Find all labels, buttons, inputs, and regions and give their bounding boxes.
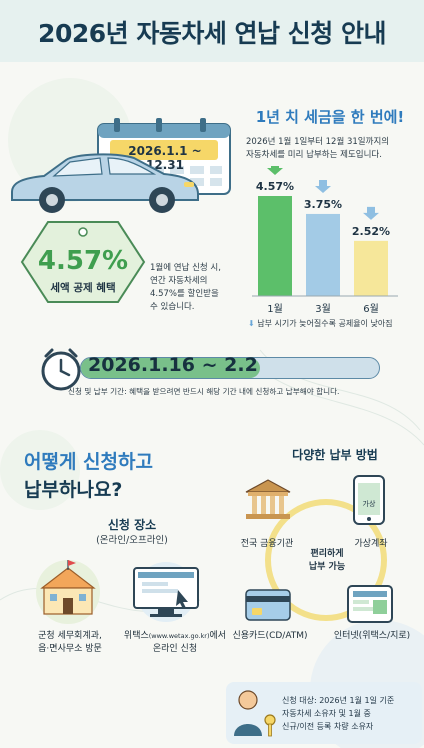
header-band xyxy=(0,0,424,62)
method-card: 신용카드(CD/ATM) xyxy=(232,631,308,641)
method-internet: 인터넷(위택스/지로) xyxy=(333,631,411,641)
place-online: 위택스(www.wetax.go.kr)에서 온라인 신청 xyxy=(123,631,227,654)
period-dates: 2026.1.16 ~ 2.2 xyxy=(88,354,258,376)
place-title: 신청 장소 xyxy=(107,518,157,532)
target-text: 신청 대상: 2026년 1월 1일 기준 자동차세 소유자 및 1월 중 신규… xyxy=(282,696,395,731)
period-bar-fill xyxy=(81,358,260,378)
bar-3월 xyxy=(306,213,340,296)
discount-tag-icon xyxy=(20,221,146,303)
bar-1월 xyxy=(258,196,292,296)
tablet-icon xyxy=(347,585,393,623)
method-virtual-account: 가상계좌 xyxy=(354,539,388,549)
period-bar xyxy=(80,357,380,379)
clock-icon xyxy=(41,348,81,391)
phone-icon xyxy=(353,475,385,525)
tag-rate: 4.57% xyxy=(37,246,129,276)
tag-label: 세액 공제 혜택 xyxy=(50,282,116,294)
online-monitor-icon xyxy=(133,562,199,622)
bar-6월 xyxy=(354,240,388,296)
tag-description: 1월에 연납 신청 시, 연간 자동차세의 4.57%를 할인받을 수 있습니다… xyxy=(150,263,221,312)
chart-description: 2026년 1월 1일부터 12월 31일까지의 자동차세를 미리 납부하는 제… xyxy=(246,137,390,160)
method-bank: 전국 금융기관 xyxy=(240,539,294,549)
period-note: 신청 및 납부 기간: 혜택을 받으려면 반드시 해당 기간 내에 신청하고 납… xyxy=(68,387,340,396)
howto-heading: 어떻게 신청하고 납부하나요? xyxy=(24,451,153,501)
bar-category-label: 3월 xyxy=(315,303,331,315)
credit-card-icon xyxy=(245,589,291,621)
methods-center: 편리하게 납부 가능 xyxy=(308,549,346,572)
payment-methods-ring xyxy=(265,499,387,621)
bar-data-label: 2.52% xyxy=(352,225,390,238)
down-arrow-icon xyxy=(363,206,379,220)
car-icon xyxy=(11,153,199,213)
phone-screen-label: 가상 xyxy=(362,500,376,508)
down-arrow-icon xyxy=(267,166,283,175)
bar-chart: 4.57% 1월 3.75% 3월 2.52% 6월 xyxy=(252,166,398,315)
page-title: 2026년 자동차세 연납 신청 안내 xyxy=(38,19,386,48)
bar-data-label: 4.57% xyxy=(256,180,294,193)
place-subtitle: (온라인/오프라인) xyxy=(96,535,168,546)
owner-person-icon xyxy=(234,690,276,737)
methods-title: 다양한 납부 방법 xyxy=(292,448,378,462)
down-arrow-icon xyxy=(315,179,331,193)
place-offline: 군청 세무회계과, 읍·면사무소 방문 xyxy=(38,631,102,654)
chart-heading: 1년 치 세금을 한 번에! xyxy=(255,108,405,126)
bar-category-label: 6월 xyxy=(363,303,379,315)
chart-note: ⬇ 납부 시기가 늦어질수록 공제율이 낮아짐 xyxy=(248,319,393,328)
government-office-icon xyxy=(36,560,100,624)
down-arrow-icon: ⬇ xyxy=(248,319,255,328)
bank-icon xyxy=(245,479,291,519)
bar-category-label: 1월 xyxy=(267,303,283,315)
bar-data-label: 3.75% xyxy=(304,198,342,211)
